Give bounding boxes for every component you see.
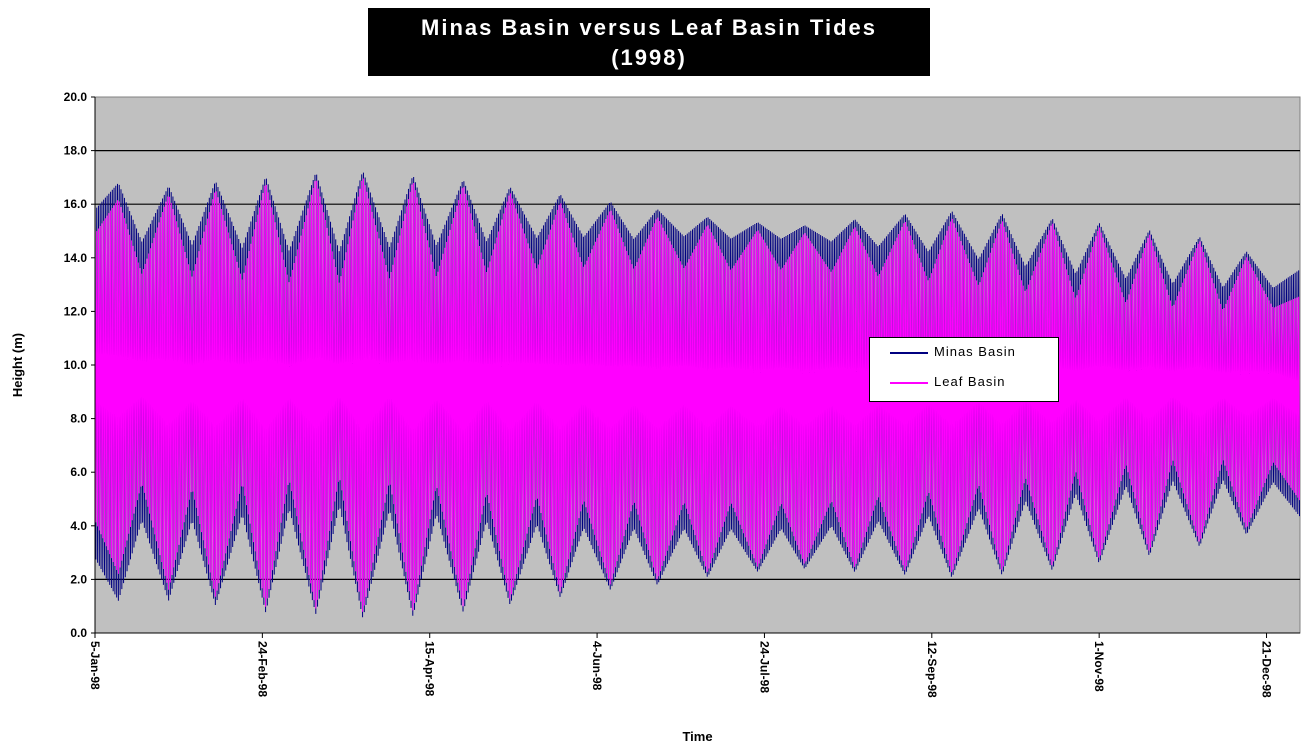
x-tick-label: 24-Feb-98 bbox=[255, 641, 269, 697]
y-tick-label: 12.0 bbox=[64, 304, 88, 318]
legend-item-leaf: Leaf Basin bbox=[870, 372, 1058, 392]
legend-label-minas: Minas Basin bbox=[934, 344, 1016, 359]
legend-item-minas: Minas Basin bbox=[870, 342, 1058, 362]
y-tick-label: 2.0 bbox=[70, 572, 87, 586]
legend-label-leaf: Leaf Basin bbox=[934, 374, 1006, 389]
x-tick-label: 12-Sep-98 bbox=[925, 641, 939, 698]
x-tick-label: 1-Nov-98 bbox=[1092, 641, 1106, 692]
x-tick-label: 21-Dec-98 bbox=[1260, 641, 1274, 698]
chart-title-line2: (1998) bbox=[611, 45, 687, 70]
series-layer bbox=[94, 172, 1300, 618]
y-tick-label: 20.0 bbox=[64, 90, 88, 104]
chart-title: Minas Basin versus Leaf Basin Tides (199… bbox=[368, 8, 930, 76]
legend-swatch-leaf bbox=[890, 382, 928, 384]
y-tick-label: 10.0 bbox=[64, 358, 88, 372]
x-tick-label: 5-Jan-98 bbox=[88, 641, 102, 690]
chart-title-line1: Minas Basin versus Leaf Basin Tides bbox=[421, 15, 877, 40]
series-line-1 bbox=[94, 178, 1300, 612]
x-tick-label: 24-Jul-98 bbox=[757, 641, 771, 693]
y-tick-label: 0.0 bbox=[70, 626, 87, 640]
y-tick-label: 16.0 bbox=[64, 197, 88, 211]
x-tick-label: 4-Jun-98 bbox=[590, 641, 604, 691]
y-axis-title: Height (m) bbox=[10, 333, 25, 397]
legend-swatch-minas bbox=[890, 352, 928, 354]
x-tick-label: 15-Apr-98 bbox=[423, 641, 437, 697]
y-tick-label: 14.0 bbox=[64, 251, 88, 265]
legend: Minas Basin Leaf Basin bbox=[869, 337, 1059, 402]
series-leaf-basin bbox=[94, 178, 1300, 612]
y-tick-label: 4.0 bbox=[70, 519, 87, 533]
y-tick-label: 18.0 bbox=[64, 144, 88, 158]
gridlines bbox=[95, 150, 1300, 581]
y-tick-label: 8.0 bbox=[70, 412, 87, 426]
y-tick-label: 6.0 bbox=[70, 465, 87, 479]
axes: 0.0 2.0 4.0 6.0 8.0 10.0 12.0 14.0 16.0 18.0 20.0 5… bbox=[64, 90, 1300, 698]
x-axis-title: Time bbox=[682, 729, 712, 744]
